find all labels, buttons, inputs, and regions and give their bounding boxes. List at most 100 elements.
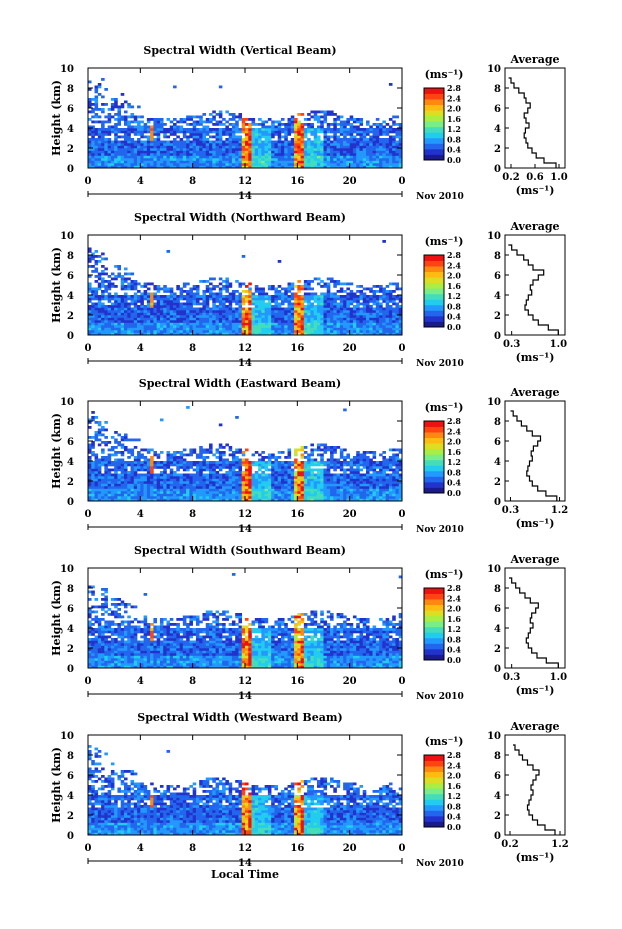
heatmap-cell [258,330,262,333]
heatmap-cell [349,292,354,296]
heatmap-cell [114,481,118,484]
heatmap-cell [137,491,141,494]
heatmap-cell [130,120,135,124]
heatmap-cell [274,463,279,467]
heatmap-cell [127,163,131,166]
heatmap-cell [277,292,282,296]
heatmap-cell [235,496,239,499]
heatmap-cell [284,463,288,467]
heatmap-cell [212,310,216,313]
heatmap-cell [97,155,102,159]
heatmap-cell [123,317,128,321]
heatmap-cell [320,163,324,166]
heatmap-cell [123,148,128,151]
heatmap-cell [303,332,308,336]
heatmap-cell [320,325,324,328]
heatmap-cell [195,325,200,328]
heatmap-cell [300,300,305,303]
heatmap-cell [199,140,203,144]
heatmap-cell [254,135,259,139]
heatmap-cell [359,292,364,296]
heatmap-cell [104,456,108,459]
heatmap-cell [264,295,269,298]
heatmap-cell [349,130,354,134]
colorbar-swatch [424,266,444,273]
heatmap-cell [94,327,99,331]
heatmap-cell [94,330,99,333]
heatmap-cell [123,496,128,499]
heatmap-cell [179,315,184,318]
heatmap-cell [212,496,216,499]
heatmap-cell [382,240,386,243]
heatmap-cell [300,150,305,154]
heatmap-cell [251,322,256,326]
heatmap-cell [137,150,141,154]
heatmap-cell [110,488,115,492]
heatmap-cell [123,481,128,484]
heatmap-cell [280,498,285,502]
heatmap-cell [307,130,311,134]
heatmap-cell [375,150,380,154]
heatmap-cell [264,478,269,482]
heatmap-cell [254,158,259,161]
heatmap-cell [313,133,318,136]
heatmap-cell [310,145,314,149]
heatmap-cell [356,163,360,166]
heatmap-cell [343,320,347,323]
heatmap-cell [343,330,347,333]
heatmap-cell [169,300,174,303]
heatmap-cell [320,155,324,159]
heatmap-cell [385,148,390,151]
heatmap-cell [280,463,285,467]
heatmap-cell [313,118,318,121]
heatmap-cell [143,493,148,497]
heatmap-cell [280,160,285,164]
heatmap-cell [274,491,279,494]
heatmap-cell [143,461,148,464]
heatmap-cell [359,307,364,311]
heatmap-cell [297,297,301,301]
heatmap-cell [228,446,233,449]
heatmap-cell [294,148,298,151]
heatmap-cell [159,287,164,291]
heatmap-cell [320,322,324,326]
heatmap-cell [97,476,102,479]
heatmap-cell [107,145,112,149]
heatmap-cell [117,118,122,121]
heatmap-cell [209,118,213,121]
heatmap-cell [336,330,341,333]
heatmap-cell [375,153,380,156]
heatmap-cell [97,496,102,499]
heatmap-cell [287,290,292,293]
heatmap-cell [107,478,112,482]
heatmap-cell [94,128,99,131]
heatmap-cell [323,297,328,301]
heatmap-cell [271,130,275,134]
heatmap-cell [320,145,324,149]
heatmap-cell [222,128,226,131]
heatmap-cell [114,317,118,321]
heatmap-cell [215,476,220,479]
heatmap-cell [123,468,128,472]
heatmap-cell [169,461,174,464]
heatmap-cell [235,120,239,124]
heatmap-cell [205,130,210,134]
heatmap-cell [117,463,122,467]
heatmap-cell [218,150,223,154]
heatmap-cell [127,310,131,313]
heatmap-cell [209,478,213,482]
heatmap-cell [267,165,272,169]
heatmap-cell [392,145,396,149]
heatmap-cell [209,332,213,336]
heatmap-cell [323,150,328,154]
heatmap-cell [339,128,344,131]
heatmap-cell [333,305,337,308]
heatmap-cell [235,130,239,134]
heatmap-cell [248,130,252,134]
heatmap-cell [218,458,223,462]
heatmap-cell [316,115,321,119]
heatmap-cell [248,297,252,301]
heatmap-cell [107,453,112,457]
heatmap-cell [228,461,233,464]
heatmap-cell [241,332,246,336]
